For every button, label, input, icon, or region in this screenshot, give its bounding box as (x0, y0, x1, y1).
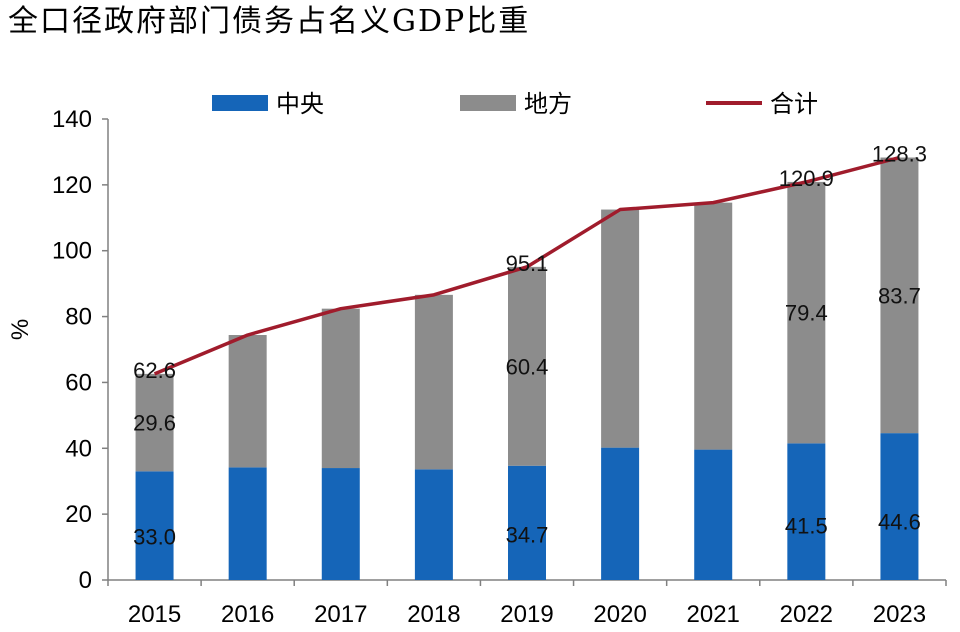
total-line (153, 155, 900, 376)
bar-central-2020 (601, 447, 640, 580)
y-tick-label: 20 (65, 501, 92, 528)
y-tick-label: 0 (79, 567, 92, 594)
data-label-total-2022: 120.9 (779, 166, 834, 191)
bar-central-2016 (228, 467, 267, 580)
bar-central-2015 (135, 471, 174, 580)
x-tick-label: 2016 (221, 601, 274, 628)
y-tick-label: 100 (52, 238, 92, 265)
data-label-local-2023: 83.7 (878, 283, 921, 308)
chart-title: 全口径政府部门债务占名义GDP比重 (8, 4, 531, 39)
x-tick-label: 2015 (128, 601, 181, 628)
data-label-total-2019: 95.1 (506, 251, 549, 276)
x-tick-label: 2021 (687, 601, 740, 628)
legend-swatch-local (460, 95, 516, 111)
bar-local-2019 (508, 266, 546, 466)
data-label-central-2023: 44.6 (878, 509, 921, 534)
y-axis-label: % (7, 319, 34, 340)
x-tick-label: 2022 (780, 601, 833, 628)
data-label-central-2022: 41.5 (785, 513, 828, 538)
bar-central-2023 (880, 433, 919, 580)
bar-central-2018 (414, 469, 453, 580)
legend-swatch-central (212, 95, 268, 111)
data-labels: 33.0 34.7 41.5 44.6 29.6 60.4 79.4 83.7 62.6 95.1… (133, 142, 927, 550)
bar-local-2023 (880, 157, 919, 434)
x-tick-label: 2023 (873, 601, 926, 628)
y-tick-label: 140 (52, 106, 92, 133)
bar-local-2020 (601, 209, 640, 448)
bar-central-2017 (321, 468, 360, 580)
legend: 中央 地方 合计 (212, 90, 818, 118)
bar-local-2016 (228, 335, 267, 468)
bar-local-2015 (135, 373, 174, 472)
bar-local-2021 (694, 202, 733, 450)
bar-local-2017 (321, 308, 360, 469)
legend-label-central: 中央 (276, 90, 324, 118)
bar-local-2022 (787, 181, 826, 444)
total-series-line (153, 155, 900, 376)
data-label-local-2015: 29.6 (133, 411, 176, 436)
data-label-total-2015: 62.6 (133, 358, 176, 383)
y-tick-label: 60 (65, 369, 92, 396)
legend-label-total: 合计 (770, 90, 818, 118)
bar-central-2021 (694, 449, 733, 580)
y-tick-label: 40 (65, 435, 92, 462)
bar-local-2018 (414, 294, 453, 470)
x-tick-label: 2020 (593, 601, 646, 628)
legend-label-local: 地方 (524, 90, 572, 118)
data-label-local-2022: 79.4 (785, 301, 828, 326)
data-label-local-2019: 60.4 (506, 354, 549, 379)
data-label-total-2023: 128.3 (872, 142, 927, 167)
y-tick-label: 120 (52, 172, 92, 199)
data-label-central-2019: 34.7 (506, 522, 549, 547)
x-tick-label: 2019 (500, 601, 553, 628)
x-tick-label: 2017 (314, 601, 367, 628)
x-tick-label: 2018 (407, 601, 460, 628)
data-label-central-2015: 33.0 (133, 525, 176, 550)
axes: 0 20 40 60 80 100 120 140 2015 2016 2017 2018 2019 20… (7, 106, 947, 628)
bar-central-2022 (787, 443, 826, 580)
y-tick-label: 80 (65, 304, 92, 331)
bars (135, 157, 919, 580)
bar-central-2019 (508, 465, 546, 580)
